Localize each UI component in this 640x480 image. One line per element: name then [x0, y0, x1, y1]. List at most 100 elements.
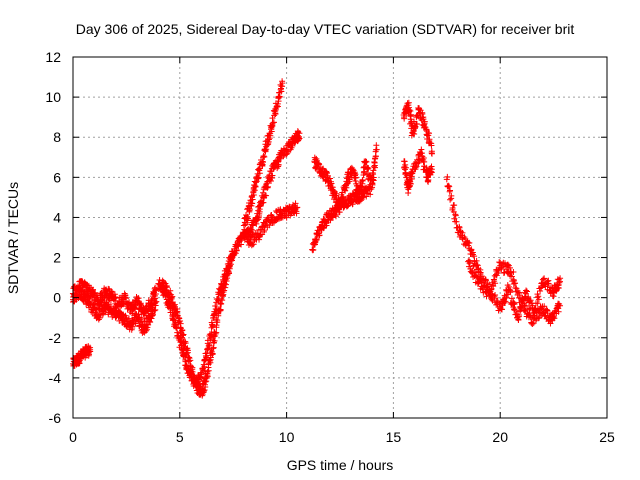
data-point-trace [233, 247, 240, 254]
y-tick-label: 2 [53, 250, 61, 266]
x-tick-label: 0 [69, 429, 77, 445]
data-point-trace [215, 297, 222, 304]
data-point-trace [483, 293, 490, 300]
data-point-trace [123, 295, 130, 302]
data-point-trace [176, 315, 183, 322]
data-point-trace [212, 302, 219, 309]
data-point-trace [408, 119, 415, 126]
data-point-trace [412, 124, 419, 131]
data-point-trace [405, 190, 412, 197]
data-point-trace [507, 264, 514, 271]
data-point-trace [182, 340, 189, 347]
data-point-trace [177, 318, 184, 325]
data-point-trace [428, 142, 435, 149]
data-point-trace [251, 187, 258, 194]
data-point-trace [504, 261, 511, 268]
data-point [539, 276, 546, 283]
series-group [240, 78, 286, 233]
data-point-trace [143, 320, 150, 327]
data-point-trace [177, 339, 184, 346]
y-tick-label: -6 [49, 410, 62, 426]
data-point-trace [198, 371, 205, 378]
data-point [230, 250, 237, 257]
data-point-trace [313, 236, 320, 243]
data-point-trace [472, 269, 479, 276]
data-point-trace [129, 323, 136, 330]
data-point-trace [259, 158, 266, 165]
chart-title: Day 306 of 2025, Sidereal Day-to-day VTE… [76, 21, 575, 37]
data-point-trace [167, 304, 174, 311]
series-group [240, 128, 303, 243]
data-point-trace [208, 330, 215, 337]
plot-frame [72, 56, 608, 419]
data-point-trace [446, 188, 453, 195]
data-point-trace [361, 168, 368, 175]
data-point-trace [208, 319, 215, 326]
data-point-trace [413, 120, 420, 127]
data-point-trace [180, 353, 187, 360]
data-point-trace [169, 293, 176, 300]
data-point-trace [524, 288, 530, 295]
data-point-trace [352, 174, 359, 181]
data-point-trace [264, 183, 271, 190]
data-point-trace [316, 232, 323, 239]
data-point-trace [403, 172, 410, 179]
x-tick-label: 25 [599, 429, 615, 445]
data-point-trace [86, 351, 93, 358]
data-point-trace [96, 315, 103, 322]
data-point-trace [169, 307, 176, 314]
data-point [296, 130, 303, 137]
data-point [557, 302, 564, 309]
data-point-trace [295, 134, 302, 141]
data-point-trace [402, 171, 409, 178]
x-tick-labels: 0 5 10 15 20 25 [69, 429, 615, 445]
x-axis-label: GPS time / hours [287, 457, 394, 473]
data-point-trace [252, 179, 259, 186]
data-point-trace [527, 297, 534, 304]
y-tick-label: 6 [53, 169, 61, 185]
data-point-trace [278, 83, 285, 90]
data-point-trace [523, 287, 530, 294]
data-point-trace [105, 311, 112, 318]
data-point-trace [213, 329, 220, 336]
y-tick-label: 12 [45, 49, 61, 65]
data-point-trace [112, 294, 119, 301]
data-point [428, 148, 435, 155]
data-point-trace [146, 305, 153, 312]
data-point-trace [529, 305, 536, 312]
data-point-trace [261, 153, 268, 160]
data-point-trace [326, 175, 333, 182]
data-point-trace [90, 286, 97, 293]
data-point-trace [266, 222, 273, 229]
data-point-trace [225, 268, 232, 275]
data-point-trace [332, 211, 339, 218]
data-point-trace [474, 262, 481, 269]
data-point-trace [211, 337, 218, 344]
data-point-trace [518, 304, 525, 311]
data-point-trace [352, 177, 359, 184]
data-point-trace [147, 319, 154, 326]
data-point-trace [535, 293, 542, 300]
data-point-trace [268, 168, 275, 175]
data-point-trace [252, 183, 259, 190]
series-group [401, 146, 435, 197]
data-point-trace [466, 239, 473, 246]
data-point [279, 80, 286, 87]
series-group [496, 282, 564, 327]
data-point-trace [447, 196, 454, 203]
data-point-trace [218, 300, 225, 307]
data-point-trace [501, 299, 508, 306]
data-point-trace [79, 286, 86, 293]
data-point-trace [250, 192, 257, 199]
data-point [529, 320, 536, 327]
data-point-trace [413, 163, 420, 170]
data-point-trace [256, 170, 263, 177]
y-tick-label: 0 [53, 290, 61, 306]
data-point-trace [401, 115, 408, 122]
data-point-trace [214, 317, 221, 324]
data-point-trace [419, 110, 426, 117]
y-tick-labels: -6 -4 -2 0 2 4 6 8 10 12 [45, 49, 61, 426]
data-point-trace [545, 280, 552, 287]
data-point-trace [205, 342, 212, 349]
